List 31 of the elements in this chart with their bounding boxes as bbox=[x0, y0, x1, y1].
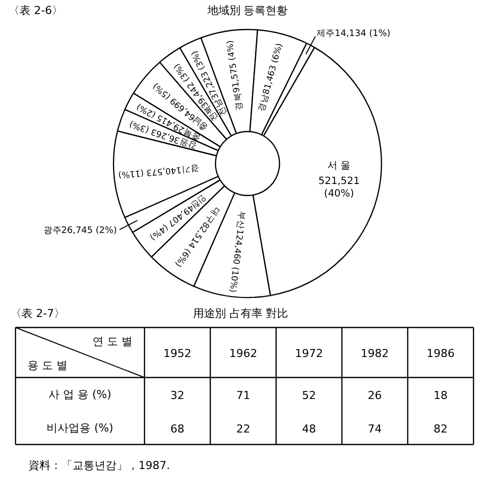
data-label: 18 bbox=[434, 388, 448, 402]
x-tick-label: 1952 bbox=[163, 347, 192, 360]
data-label: 22 bbox=[236, 422, 250, 436]
data-label: 68 bbox=[170, 422, 184, 436]
chart-title: 用途別 占有率 對比 bbox=[193, 307, 288, 320]
x-tick-label: 1986 bbox=[426, 347, 455, 360]
y-tick-label: 사 업 용 (%) bbox=[48, 388, 112, 401]
x-tick-label: 1962 bbox=[229, 347, 258, 360]
y-tick-label: 비사업용 (%) bbox=[46, 421, 114, 434]
text: 〈表 2-7〉 bbox=[10, 307, 65, 320]
text: 〈表 2-6〉 bbox=[8, 4, 63, 17]
data-label: 74 bbox=[368, 422, 382, 436]
data-label: 26 bbox=[368, 388, 382, 402]
slice-label: 부산124,460 (10%) bbox=[226, 210, 247, 293]
chart-title: 地域別 등록현황 bbox=[206, 4, 288, 17]
data-label: 32 bbox=[170, 388, 184, 402]
slice-label: 경기140,573 (11%) bbox=[118, 162, 200, 180]
text: 資料：「교통년감」，1987. bbox=[28, 459, 170, 472]
y-axis-title: 용 도 별 bbox=[28, 359, 68, 372]
x-tick-label: 1972 bbox=[295, 347, 324, 360]
x-tick-label: 1982 bbox=[360, 347, 389, 360]
data-label: 71 bbox=[236, 388, 250, 402]
data-label: 52 bbox=[302, 388, 316, 402]
slice-label: 광주26,745 (2%) bbox=[43, 226, 117, 236]
x-axis-title: 연 도 별 bbox=[92, 335, 133, 348]
slice-label: 서 울 bbox=[327, 160, 351, 172]
data-label: 48 bbox=[302, 422, 316, 436]
slice-label: 제주14,134 (1%) bbox=[316, 28, 390, 39]
data-label: 82 bbox=[434, 422, 448, 436]
slice-label: 경북91,575 (4%) bbox=[225, 40, 245, 111]
data-label: 521,521 (40%) bbox=[318, 176, 360, 200]
